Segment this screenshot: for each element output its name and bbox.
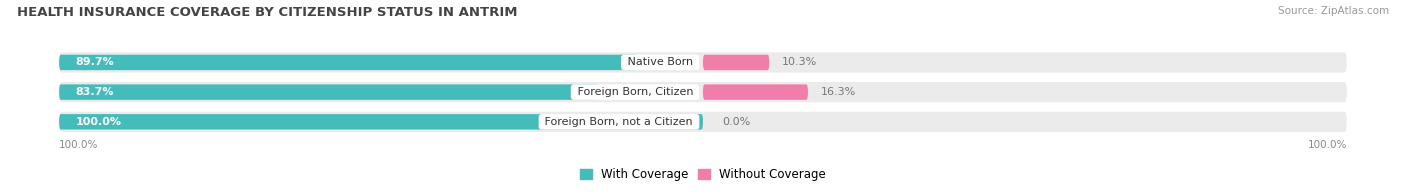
- Text: 10.3%: 10.3%: [782, 57, 817, 67]
- Text: 100.0%: 100.0%: [1308, 140, 1347, 150]
- FancyBboxPatch shape: [59, 55, 637, 70]
- FancyBboxPatch shape: [59, 84, 598, 100]
- Text: Foreign Born, not a Citizen: Foreign Born, not a Citizen: [541, 117, 696, 127]
- Text: Foreign Born, Citizen: Foreign Born, Citizen: [574, 87, 696, 97]
- FancyBboxPatch shape: [59, 82, 1347, 102]
- Text: Native Born: Native Born: [624, 57, 696, 67]
- Text: 16.3%: 16.3%: [821, 87, 856, 97]
- Text: HEALTH INSURANCE COVERAGE BY CITIZENSHIP STATUS IN ANTRIM: HEALTH INSURANCE COVERAGE BY CITIZENSHIP…: [17, 6, 517, 19]
- FancyBboxPatch shape: [59, 114, 703, 130]
- Text: 100.0%: 100.0%: [59, 140, 98, 150]
- Text: 100.0%: 100.0%: [76, 117, 121, 127]
- FancyBboxPatch shape: [59, 52, 1347, 73]
- Text: Source: ZipAtlas.com: Source: ZipAtlas.com: [1278, 6, 1389, 16]
- Text: 0.0%: 0.0%: [723, 117, 751, 127]
- FancyBboxPatch shape: [703, 55, 769, 70]
- Text: 83.7%: 83.7%: [76, 87, 114, 97]
- Legend: With Coverage, Without Coverage: With Coverage, Without Coverage: [575, 164, 831, 186]
- Text: 89.7%: 89.7%: [76, 57, 114, 67]
- FancyBboxPatch shape: [59, 112, 1347, 132]
- FancyBboxPatch shape: [703, 84, 808, 100]
